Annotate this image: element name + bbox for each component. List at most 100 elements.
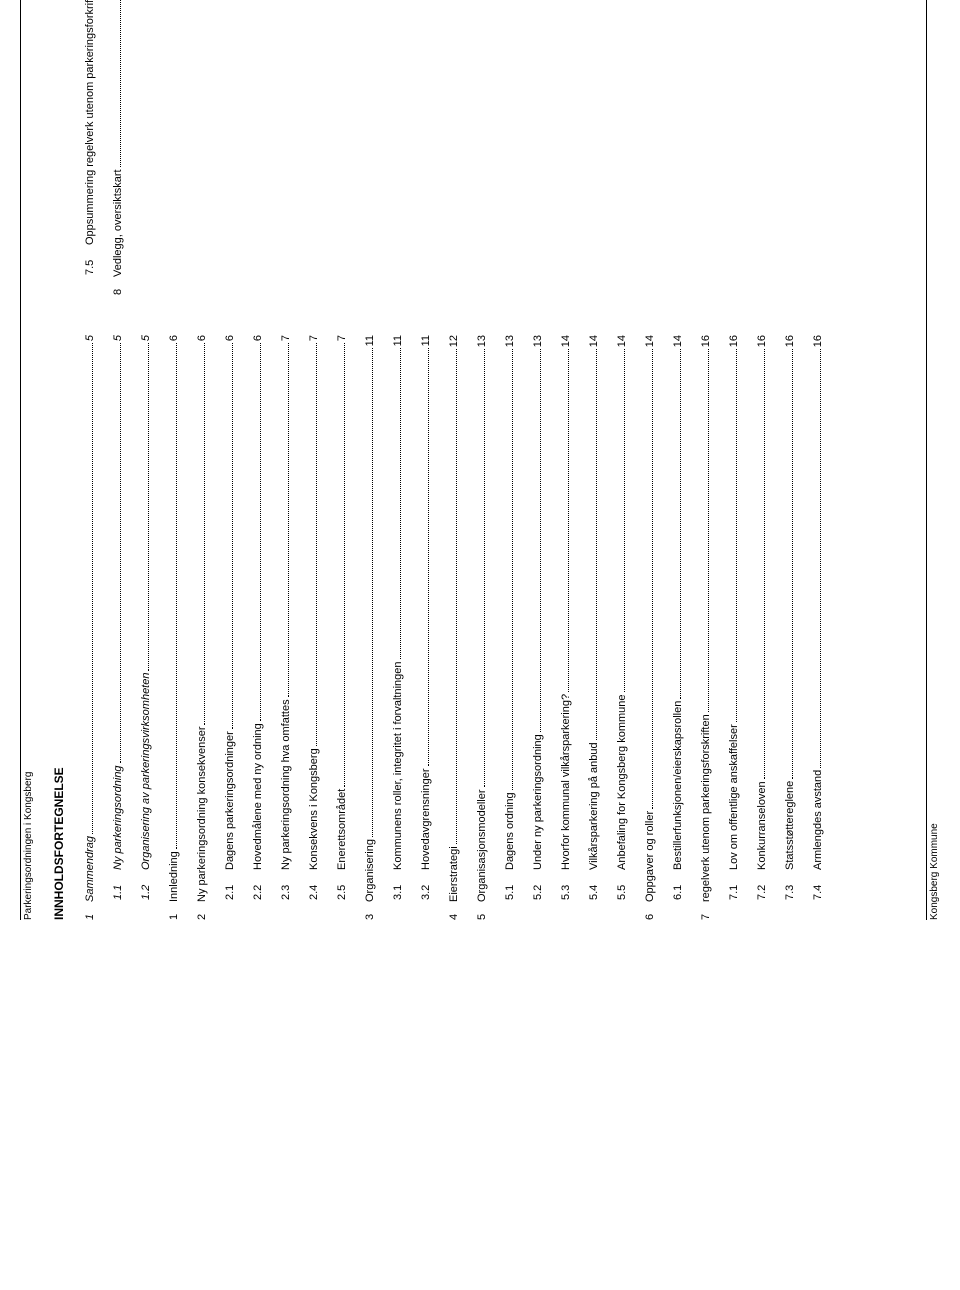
toc-entry-label: Oppgaver og roller — [644, 811, 656, 902]
toc-entry: 7.4Armlengdes avstand16 — [812, 335, 824, 920]
toc-entry-number: 6.1 — [672, 870, 684, 900]
toc-entry: 2.1Dagens parkeringsordninger6 — [224, 335, 236, 920]
toc-entry-number: 7.1 — [728, 870, 740, 900]
toc-dot-leader — [484, 349, 485, 787]
toc-entry-number: 1.2 — [140, 870, 152, 900]
toc-entry-label: Ny parkeringsordning — [112, 765, 124, 870]
toc-entry-page: 13 — [504, 335, 516, 347]
toc-dot-leader — [344, 343, 345, 787]
toc-entry-page: 6 — [224, 335, 236, 341]
page-footer: Kongsberg Kommune Asplan Viak AS — [926, 0, 940, 920]
footer-left: Kongsberg Kommune — [929, 823, 940, 920]
toc-entry-label: Ny parkeringsordning konsekvenser — [196, 727, 208, 902]
toc-entry: 2.5Enerettsområdet 7 — [336, 335, 348, 920]
toc-entry-page: 6 — [168, 335, 180, 341]
toc-entry-number: 5.3 — [560, 870, 572, 900]
toc-entry-label: Under ny parkeringsordning — [532, 734, 544, 870]
toc-entry-number: 1 — [84, 902, 96, 920]
toc-dot-leader — [680, 349, 681, 698]
toc-entry-label: Enerettsområdet — [336, 789, 348, 870]
toc-entry-number: 2.2 — [252, 870, 264, 900]
toc-entry-label: Dagens parkeringsordninger — [224, 731, 236, 870]
toc-entry-page: 16 — [784, 335, 796, 347]
toc-entry-number: 2.4 — [308, 870, 320, 900]
toc-entry: 5.2Under ny parkeringsordning 13 — [532, 335, 544, 920]
toc-entry-page: 6 — [196, 335, 208, 341]
toc-entry: 1Sammendrag5 — [84, 335, 96, 920]
toc-entry-page: 11 — [420, 335, 432, 346]
toc-entry: 7regelverk utenom parkeringsforskriften1… — [700, 335, 712, 920]
toc-dot-leader — [120, 0, 121, 167]
toc-entry-page: 14 — [588, 335, 600, 347]
toc-entry-label: Lov om offentlige anskaffelser — [728, 724, 740, 870]
toc-entry: 5.4Vilkårsparkering på anbud14 — [588, 335, 600, 920]
toc-entry-page: 13 — [532, 335, 544, 347]
toc-entry-label: Konkurranseloven — [756, 781, 768, 870]
toc-entry-page: 5 — [84, 335, 96, 341]
toc-dot-leader — [708, 349, 709, 712]
toc-dot-leader — [736, 349, 737, 722]
toc-entry: 6.1Bestillerfunksjonen/eierskapsrollen 14 — [672, 335, 684, 920]
toc-entry-page: 14 — [616, 335, 628, 347]
toc-entry: 5.3Hvorfor kommunal vilkårsparkering? 14 — [560, 335, 572, 920]
toc-entry-number: 5 — [476, 902, 488, 920]
toc-entry-number: 3.2 — [420, 870, 432, 900]
toc-entry-page: 7 — [280, 335, 292, 341]
toc-entry-page: 14 — [672, 335, 684, 347]
toc-entry-label: regelverk utenom parkeringsforskriften — [700, 714, 712, 902]
toc-dot-leader — [428, 348, 429, 766]
toc-entry-page: 14 — [560, 335, 572, 347]
toc-entry: 5.1Dagens ordning13 — [504, 335, 516, 920]
toc-entry: 7.3Statsstøttereglene16 — [784, 335, 796, 920]
toc-entry-label: Oppsummering regelverk utenom parkerings… — [84, 0, 96, 245]
toc-entry-number: 5.5 — [616, 870, 628, 900]
toc-dot-leader — [596, 349, 597, 740]
toc-entry: 1.2Organisering av parkeringsvirksomhete… — [140, 335, 152, 920]
toc-dot-leader — [400, 348, 401, 659]
toc-entry-label: Bestillerfunksjonen/eierskapsrollen — [672, 701, 684, 870]
toc-entry-page: 12 — [448, 335, 460, 347]
toc-entry: 1Innledning6 — [168, 335, 180, 920]
toc-entry: 2.2Hovedmålene med ny ordning6 — [252, 335, 264, 920]
toc-entry-page: 14 — [644, 335, 656, 347]
toc-entry: 3.1Kommunens roller, integritet i forval… — [392, 335, 404, 920]
toc-entry-number: 6 — [644, 902, 656, 920]
toc-title: INNHOLDSFORTEGNELSE — [52, 0, 66, 920]
toc-entry: 3Organisering11 — [364, 335, 376, 920]
toc-entry: 8Vedlegg, oversiktskart18 — [112, 0, 124, 295]
toc-entry-label: Organisering av parkeringsvirksomheten — [140, 673, 152, 870]
toc-entry-number: 3 — [364, 902, 376, 920]
toc-entry-number: 8 — [112, 277, 124, 295]
toc-entry-label: Eierstrategi — [448, 846, 460, 902]
toc-entry-page: 16 — [756, 335, 768, 347]
toc-entry: 3.2Hovedavgrensninger 11 — [420, 335, 432, 920]
toc-entry-label: Hvorfor kommunal vilkårsparkering? — [560, 694, 572, 870]
toc-entry: 1.1Ny parkeringsordning5 — [112, 335, 124, 920]
toc-entry: 5.5Anbefaling for Kongsberg kommune14 — [616, 335, 628, 920]
header-left: Parkeringsordningen i Kongsberg — [23, 772, 34, 920]
toc-entry-page: 5 — [140, 335, 152, 341]
toc-entry: 7.2Konkurranseloven 16 — [756, 335, 768, 920]
toc-entry-label: Hovedavgrensninger — [420, 768, 432, 870]
toc-dot-leader — [652, 349, 653, 809]
toc-entry-number: 7.5 — [84, 245, 96, 275]
toc-entry-number: 5.1 — [504, 870, 516, 900]
toc-entry-page: 11 — [392, 335, 404, 346]
toc-entry: 2.3Ny parkeringsordning hva omfattes 7 — [280, 335, 292, 920]
toc-entry-number: 7.2 — [756, 870, 768, 900]
toc-dot-leader — [204, 343, 205, 724]
toc-entry-label: Ny parkeringsordning hva omfattes — [280, 699, 292, 870]
toc-column-1: 1Sammendrag51.1Ny parkeringsordning51.2O… — [84, 335, 840, 920]
toc-dot-leader — [792, 349, 793, 778]
toc-entry-page: 7 — [336, 335, 348, 341]
toc-entry-number: 5.2 — [532, 870, 544, 900]
toc-entry-number: 2.5 — [336, 870, 348, 900]
toc-dot-leader — [456, 349, 457, 844]
toc-entry-number: 2.3 — [280, 870, 292, 900]
toc-dot-leader — [148, 343, 149, 670]
toc-entry: 6Oppgaver og roller 14 — [644, 335, 656, 920]
toc-entry-number: 7 — [700, 902, 712, 920]
toc-dot-leader — [260, 343, 261, 721]
toc-dot-leader — [120, 343, 121, 763]
toc-dot-leader — [232, 343, 233, 729]
